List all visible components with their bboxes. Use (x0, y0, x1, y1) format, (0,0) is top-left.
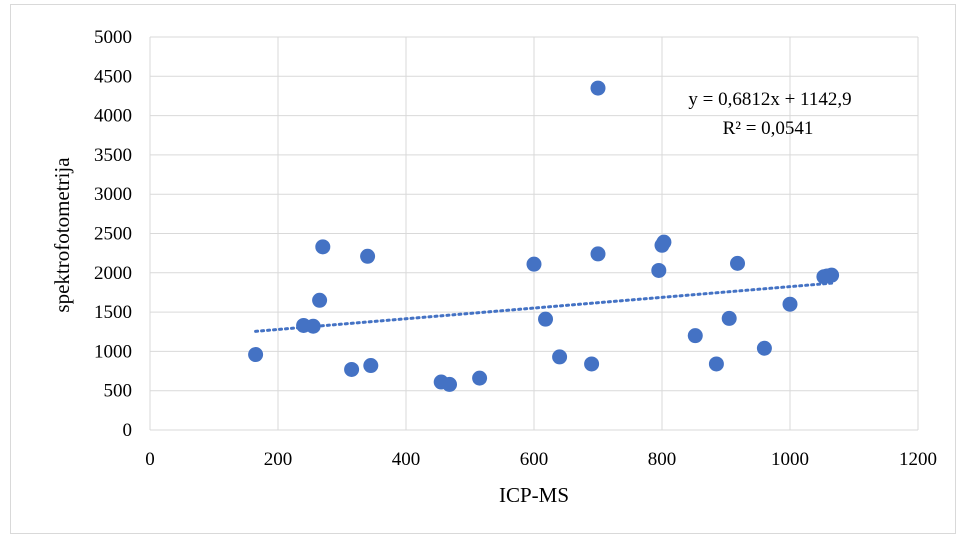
x-tick-label: 200 (264, 449, 293, 470)
data-point (552, 349, 568, 365)
data-points (248, 80, 840, 392)
x-tick-label: 0 (145, 449, 155, 470)
y-tick-label: 3500 (94, 145, 132, 166)
y-tick-label: 2000 (94, 263, 132, 284)
y-tick-label: 4500 (94, 66, 132, 87)
data-point (538, 311, 554, 327)
y-tick-label: 5000 (94, 27, 132, 48)
data-point (584, 356, 600, 372)
data-point (687, 328, 703, 344)
x-axis-tick-labels: 0 200 400 600 800 1000 1200 (145, 449, 937, 470)
data-point (721, 310, 737, 326)
data-point (248, 347, 264, 363)
x-tick-label: 800 (648, 449, 677, 470)
trendline-group (254, 281, 834, 333)
data-point (363, 358, 379, 374)
data-point (590, 80, 606, 96)
y-tick-label: 500 (104, 381, 133, 402)
data-point (526, 256, 542, 272)
y-tick-label: 1500 (94, 302, 132, 323)
data-point (360, 248, 376, 264)
x-tick-label: 600 (520, 449, 549, 470)
data-point (442, 376, 458, 392)
x-axis-title: ICP-MS (499, 483, 569, 507)
data-point (656, 234, 672, 250)
data-point (651, 262, 667, 278)
y-tick-label: 4000 (94, 106, 132, 127)
data-point (824, 267, 840, 283)
y-tick-label: 2500 (94, 224, 132, 245)
data-point (708, 356, 724, 372)
x-tick-label: 1000 (771, 449, 809, 470)
x-tick-label: 1200 (899, 449, 937, 470)
y-axis-title: spektrofotometrija (50, 157, 74, 313)
y-axis-tick-labels: 0 500 1000 1500 2000 2500 3000 3500 4000 4500 5000 (94, 27, 132, 441)
chart-area (10, 4, 956, 534)
data-point (344, 361, 360, 377)
data-point (756, 340, 772, 356)
x-tick-label: 400 (392, 449, 421, 470)
data-point (315, 239, 331, 255)
grid-lines (149, 36, 919, 431)
data-point (312, 292, 328, 308)
data-point (730, 255, 746, 271)
data-point (472, 370, 488, 386)
y-tick-label: 1000 (94, 341, 132, 362)
data-point (782, 296, 798, 312)
trendline-equation: y = 0,6812x + 1142,9 (688, 89, 851, 110)
y-tick-label: 3000 (94, 184, 132, 205)
trendline-r-squared: R² = 0,0541 (723, 118, 814, 139)
linear-trendline (254, 281, 834, 333)
data-point (590, 246, 606, 262)
data-point (305, 318, 321, 334)
y-tick-label: 0 (123, 420, 133, 441)
